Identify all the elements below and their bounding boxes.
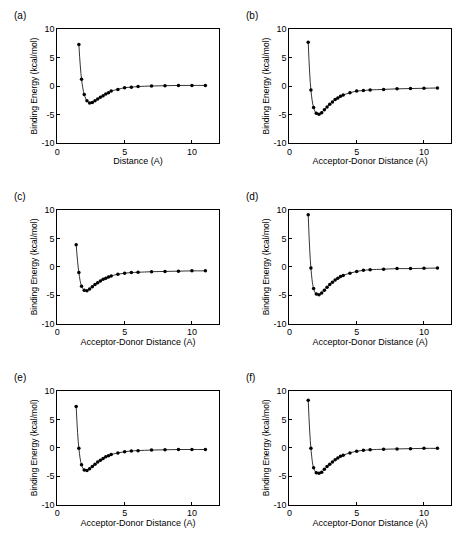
svg-text:0: 0	[55, 147, 60, 157]
svg-text:Binding Energy (kcal/mol): Binding Energy (kcal/mol)	[261, 218, 271, 315]
svg-text:-5: -5	[47, 110, 55, 120]
svg-text:-10: -10	[42, 319, 55, 329]
svg-text:10: 10	[45, 24, 55, 34]
svg-text:10: 10	[277, 24, 287, 34]
svg-text:10: 10	[277, 386, 287, 396]
svg-text:Distance (A): Distance (A)	[113, 157, 163, 167]
svg-text:5: 5	[50, 234, 55, 244]
svg-text:0: 0	[50, 81, 55, 91]
svg-text:(c): (c)	[14, 191, 26, 202]
svg-text:Acceptor-Donor Distance (A): Acceptor-Donor Distance (A)	[313, 518, 428, 528]
svg-text:5: 5	[354, 508, 359, 518]
svg-text:-10: -10	[274, 138, 287, 148]
svg-text:5: 5	[50, 53, 55, 63]
svg-text:-10: -10	[42, 500, 55, 510]
svg-text:5: 5	[122, 147, 127, 157]
svg-text:Acceptor-Donor Distance (A): Acceptor-Donor Distance (A)	[81, 337, 196, 347]
svg-text:10: 10	[187, 327, 197, 337]
svg-text:(f): (f)	[246, 372, 255, 383]
svg-text:5: 5	[122, 327, 127, 337]
svg-text:-10: -10	[42, 138, 55, 148]
svg-text:10: 10	[45, 205, 55, 215]
svg-text:10: 10	[187, 508, 197, 518]
svg-text:(e): (e)	[14, 372, 26, 383]
svg-text:0: 0	[287, 327, 292, 337]
svg-text:5: 5	[282, 415, 287, 425]
svg-text:(b): (b)	[246, 10, 258, 21]
svg-text:Binding Energy (kcal/mol): Binding Energy (kcal/mol)	[261, 399, 271, 496]
svg-text:5: 5	[122, 508, 127, 518]
svg-text:5: 5	[354, 147, 359, 157]
svg-text:0: 0	[282, 262, 287, 272]
svg-text:10: 10	[419, 508, 429, 518]
svg-text:10: 10	[419, 327, 429, 337]
svg-text:0: 0	[287, 147, 292, 157]
svg-text:-5: -5	[47, 471, 55, 481]
svg-text:0: 0	[282, 81, 287, 91]
svg-text:0: 0	[55, 508, 60, 518]
svg-text:0: 0	[55, 327, 60, 337]
svg-text:10: 10	[45, 386, 55, 396]
svg-text:Acceptor-Donor Distance (A): Acceptor-Donor Distance (A)	[81, 518, 196, 528]
svg-text:(d): (d)	[246, 191, 258, 202]
svg-text:Acceptor-Donor Distance (A): Acceptor-Donor Distance (A)	[313, 157, 428, 167]
svg-text:Binding Energy (kcal/mol): Binding Energy (kcal/mol)	[261, 37, 271, 134]
svg-text:0: 0	[50, 262, 55, 272]
svg-text:Acceptor-Donor Distance (A): Acceptor-Donor Distance (A)	[313, 337, 428, 347]
svg-text:5: 5	[282, 53, 287, 63]
svg-text:10: 10	[419, 147, 429, 157]
svg-text:-5: -5	[279, 110, 287, 120]
svg-text:5: 5	[282, 234, 287, 244]
svg-text:Binding Energy (kcal/mol): Binding Energy (kcal/mol)	[29, 218, 39, 315]
svg-text:-10: -10	[274, 500, 287, 510]
svg-text:0: 0	[287, 508, 292, 518]
svg-text:0: 0	[50, 443, 55, 453]
svg-text:-5: -5	[279, 290, 287, 300]
svg-text:Binding Energy (kcal/mol): Binding Energy (kcal/mol)	[29, 37, 39, 134]
svg-text:Binding Energy (kcal/mol): Binding Energy (kcal/mol)	[29, 399, 39, 496]
svg-text:10: 10	[187, 147, 197, 157]
svg-text:-5: -5	[47, 290, 55, 300]
svg-text:(a): (a)	[14, 10, 26, 21]
svg-text:-5: -5	[279, 471, 287, 481]
svg-text:0: 0	[282, 443, 287, 453]
svg-text:5: 5	[354, 327, 359, 337]
svg-text:10: 10	[277, 205, 287, 215]
svg-text:-10: -10	[274, 319, 287, 329]
svg-text:5: 5	[50, 415, 55, 425]
